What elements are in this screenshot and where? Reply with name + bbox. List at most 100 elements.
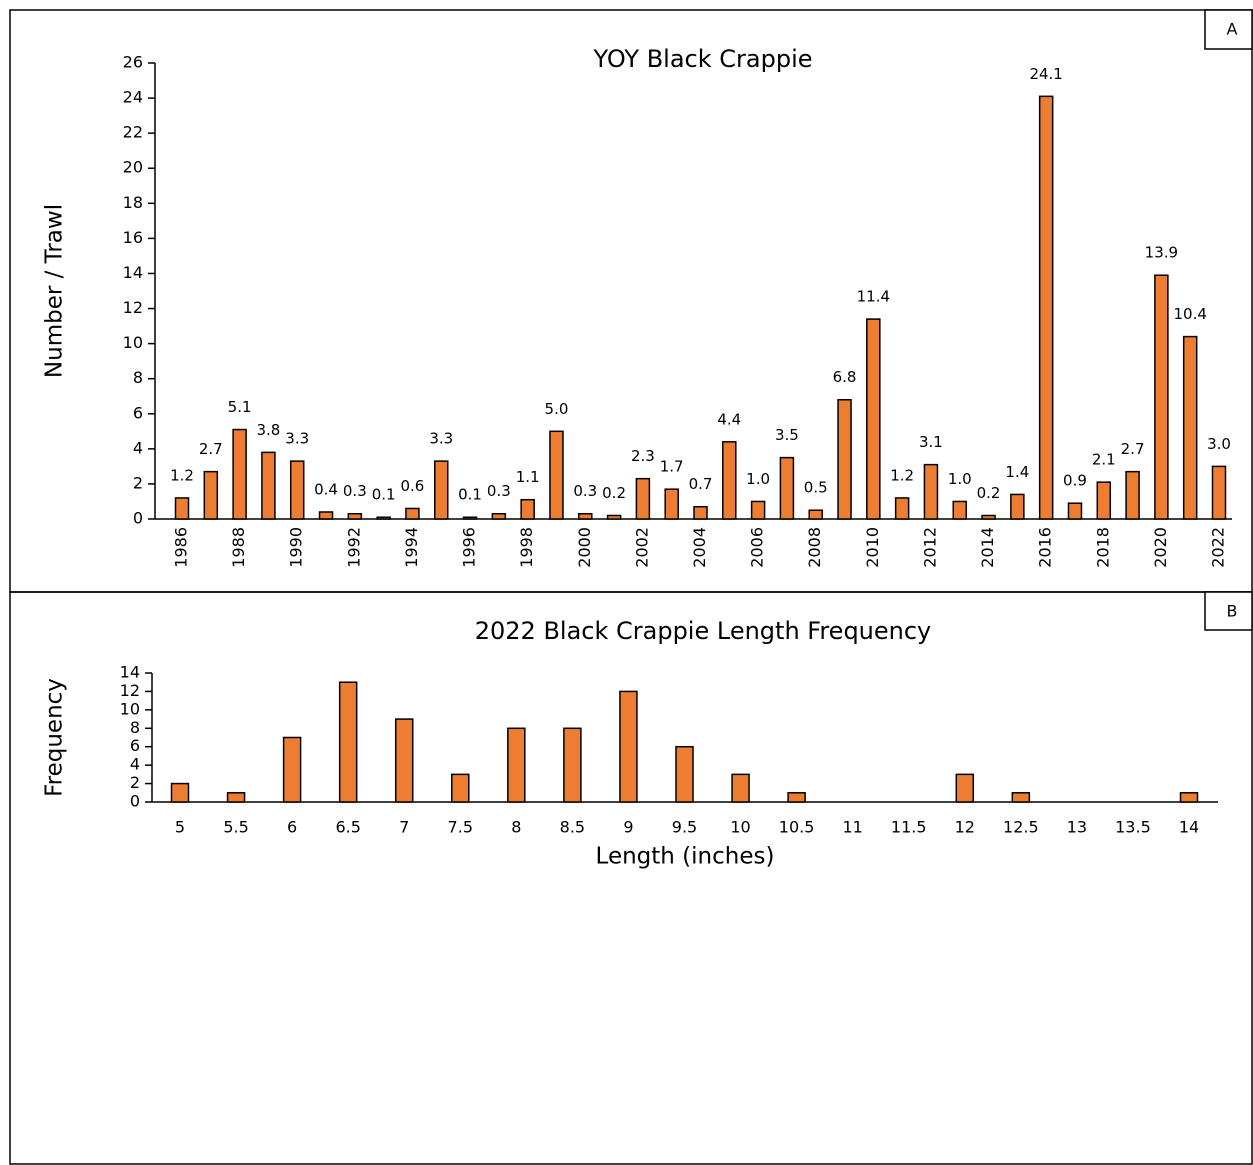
y-tick-label: 24 [123,88,143,107]
bar [174,497,190,520]
bar [1096,481,1112,520]
bar [434,460,449,520]
bar [549,430,564,520]
bar [894,497,910,520]
bar [1038,95,1054,520]
bar [405,507,420,520]
y-tick-label: 22 [123,123,143,142]
bar [635,477,651,520]
y-tick-label: 4 [133,438,143,457]
x-tick-label: 10 [730,818,750,837]
x-tick-label: 2004 [690,527,709,568]
y-axis-title: Frequency [42,678,68,797]
value-label: 0.1 [372,486,396,504]
bar [675,745,694,803]
value-label: 1.2 [170,466,194,484]
bar [787,792,806,803]
chart-title: 2022 Black Crappie Length Frequency [475,617,932,645]
y-tick-label: 8 [133,368,143,387]
x-tick-label: 2022 [1209,527,1228,568]
bar [338,681,358,803]
bar [226,792,246,803]
y-tick-label: 16 [123,228,143,247]
x-tick-label: 2006 [748,527,767,568]
value-label: 1.1 [516,468,540,486]
x-tick-label: 2012 [920,527,939,568]
y-tick-label: 20 [123,158,143,177]
x-tick-label: 1994 [402,527,421,568]
bar [451,773,470,803]
x-tick-label: 5 [175,818,185,837]
value-label: 0.3 [343,482,367,500]
bar [606,514,622,520]
value-label: 6.8 [833,368,857,386]
value-label: 0.3 [487,482,511,500]
y-tick-label: 6 [130,736,140,755]
value-label: 2.7 [1121,440,1145,458]
x-tick-label: 2020 [1151,527,1170,568]
y-tick-label: 12 [123,298,143,317]
value-label: 0.1 [458,486,482,504]
x-tick-label: 1998 [517,527,536,568]
value-label: 3.0 [1207,435,1231,453]
panel-label-box [1204,9,1253,50]
value-label: 3.3 [429,430,453,448]
value-label: 3.8 [256,421,280,439]
value-label: 5.0 [545,400,569,418]
value-label: 1.7 [660,458,684,476]
x-tick-label: 1992 [344,527,363,568]
bar [731,773,750,803]
bar [289,460,305,520]
value-label: 11.4 [857,288,890,306]
value-label: 2.7 [199,440,223,458]
y-tick-label: 4 [130,755,140,774]
value-label: 1.0 [746,470,770,488]
bar [563,727,582,803]
bar [1125,470,1140,520]
bar [1211,465,1227,520]
bar [923,463,939,520]
bar [779,456,795,520]
bar [261,451,276,520]
bar [952,500,967,520]
x-tick-label: 13.5 [1115,818,1151,837]
y-tick-label: 6 [133,403,143,422]
panel-label: B [1227,602,1238,621]
x-tick-label: 1996 [460,527,479,568]
bar [1182,335,1198,520]
x-tick-label: 1990 [287,527,306,568]
x-tick-label: 5.5 [223,818,248,837]
bar [750,500,766,520]
value-label: 0.6 [401,477,425,495]
panel-label: A [1227,20,1238,39]
x-tick-label: 12 [955,818,975,837]
value-label: 0.7 [689,475,713,493]
bar [203,470,219,520]
x-tick-label: 9 [623,818,633,837]
x-tick-label: 9.5 [672,818,697,837]
x-tick-label: 2016 [1036,527,1055,568]
bar [866,318,881,520]
bar [722,441,737,520]
x-tick-label: 2018 [1093,527,1112,568]
panel-b-frame [9,591,1253,1165]
x-tick-label: 10.5 [779,818,815,837]
chart-title: YOY Black Crappie [592,45,812,73]
value-label: 5.1 [228,398,252,416]
y-tick-label: 10 [123,333,143,352]
x-tick-label: 11.5 [891,818,927,837]
value-label: 3.5 [775,426,799,444]
x-tick-label: 14 [1179,818,1199,837]
x-axis-title: Length (inches) [596,844,775,870]
value-label: 2.3 [631,447,655,465]
value-label: 24.1 [1029,65,1062,83]
y-tick-label: 2 [130,773,140,792]
y-tick-label: 14 [123,263,143,282]
y-tick-label: 10 [120,699,140,718]
bar [578,512,593,520]
value-label: 0.2 [977,484,1001,502]
x-tick-label: 8.5 [560,818,585,837]
bar [170,782,190,803]
bar [808,509,823,520]
